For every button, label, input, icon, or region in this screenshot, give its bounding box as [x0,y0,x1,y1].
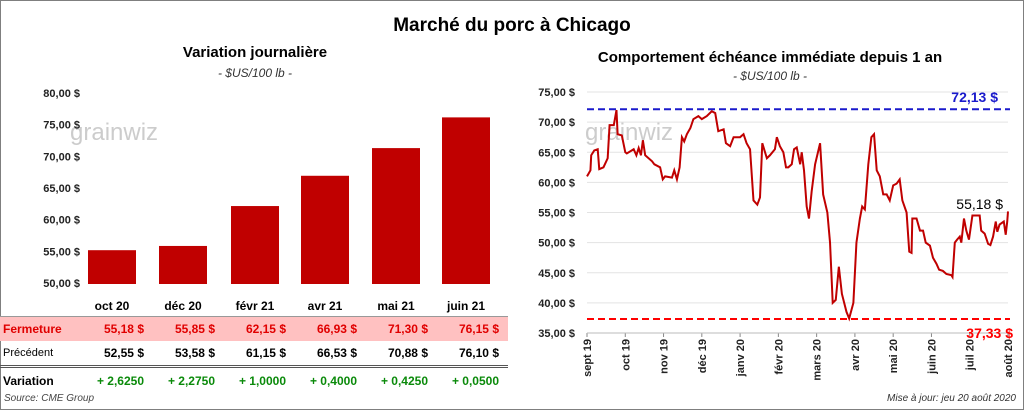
table-row-variation: Variation + 2,6250 + 2,2750 + 1,0000 + 0… [0,370,508,392]
y-tick-label: 70,00 $ [538,117,575,129]
y-tick-label: 65,00 $ [538,147,575,159]
row-label: Fermeture [3,322,62,336]
cell: 70,88 $ [387,346,428,360]
x-tick-label: juil 20 [965,339,977,371]
cell: 66,53 $ [316,346,357,360]
cell: 66,93 $ [316,322,357,336]
table-row-precedent: Précédent 52,55 $ 53,58 $ 61,15 $ 66,53 … [0,341,508,368]
cell: 52,55 $ [103,346,144,360]
bar [442,117,490,284]
cell: 53,58 $ [174,346,215,360]
x-tick-label: févr 20 [773,339,785,374]
x-tick-label: janv 20 [735,339,747,377]
y-tick-label: 80,00 $ [43,88,80,100]
y-tick-label: 50,00 $ [43,278,80,290]
cell: + 0,4250 [380,374,428,388]
table-row-fermeture: Fermeture 55,18 $ 55,85 $ 62,15 $ 66,93 … [0,316,508,341]
bar [159,245,207,284]
bar [301,175,349,284]
x-category-label: juin 21 [446,299,485,313]
x-tick-label: sept 19 [582,339,594,377]
y-tick-label: 70,00 $ [43,151,80,163]
y-tick-label: 55,00 $ [538,208,575,220]
cell: + 2,6250 [96,374,144,388]
cell: 62,15 $ [245,322,286,336]
right-chart-title: Comportement échéance immédiate depuis 1… [598,49,942,66]
y-tick-label: 50,00 $ [538,238,575,250]
y-tick-label: 55,00 $ [43,246,80,258]
x-tick-label: nov 19 [659,339,671,374]
y-tick-label: 45,00 $ [538,268,575,280]
price-line [586,109,1009,322]
cell: + 0,4000 [309,374,357,388]
bar [88,250,136,284]
max-label: 72,13 $ [951,89,998,105]
cell: 71,30 $ [387,322,428,336]
x-tick-label: août 20 [1003,339,1015,378]
x-tick-label: mai 20 [888,339,900,373]
cell: 55,85 $ [174,322,215,336]
bar [231,206,279,284]
cell: + 1,0000 [238,374,286,388]
x-category-label: févr 21 [236,299,275,313]
x-tick-label: juin 20 [926,339,938,375]
watermark-logo-left: grainwiz [70,119,158,146]
min-label: 37,33 $ [966,325,1013,341]
cell: + 0,0500 [451,374,499,388]
cell: 55,18 $ [103,322,144,336]
x-category-label: mai 21 [377,299,415,313]
last-value-label: 55,18 $ [956,196,1003,212]
left-chart-subtitle: - $US/100 lb - [218,66,292,80]
row-label: Précédent [3,347,54,359]
x-category-label: avr 21 [308,299,343,313]
y-tick-label: 60,00 $ [43,215,80,227]
x-tick-label: avr 20 [850,339,862,371]
y-tick-label: 35,00 $ [538,328,575,340]
row-label: Variation [3,374,54,388]
y-tick-label: 60,00 $ [538,177,575,189]
x-tick-label: oct 19 [620,339,632,371]
main-title: Marché du porc à Chicago [393,15,631,36]
bar [372,148,420,284]
x-category-label: déc 20 [164,299,202,313]
y-tick-label: 65,00 $ [43,183,80,195]
left-chart-title: Variation journalière [183,44,327,61]
update-note: Mise à jour: jeu 20 août 2020 [887,393,1016,404]
cell: 61,15 $ [245,346,286,360]
y-tick-label: 40,00 $ [538,298,575,310]
y-tick-label: 75,00 $ [43,120,80,132]
x-tick-label: déc 19 [697,339,709,373]
right-chart-subtitle: - $US/100 lb - [733,69,807,83]
x-tick-label: mars 20 [812,339,824,381]
cell: 76,15 $ [458,322,499,336]
x-category-label: oct 20 [95,299,130,313]
y-tick-label: 75,00 $ [538,87,575,99]
source-note: Source: CME Group [4,393,95,404]
cell: + 2,2750 [167,374,215,388]
cell: 76,10 $ [458,346,499,360]
watermark-logo-right: grainwiz [585,119,673,146]
